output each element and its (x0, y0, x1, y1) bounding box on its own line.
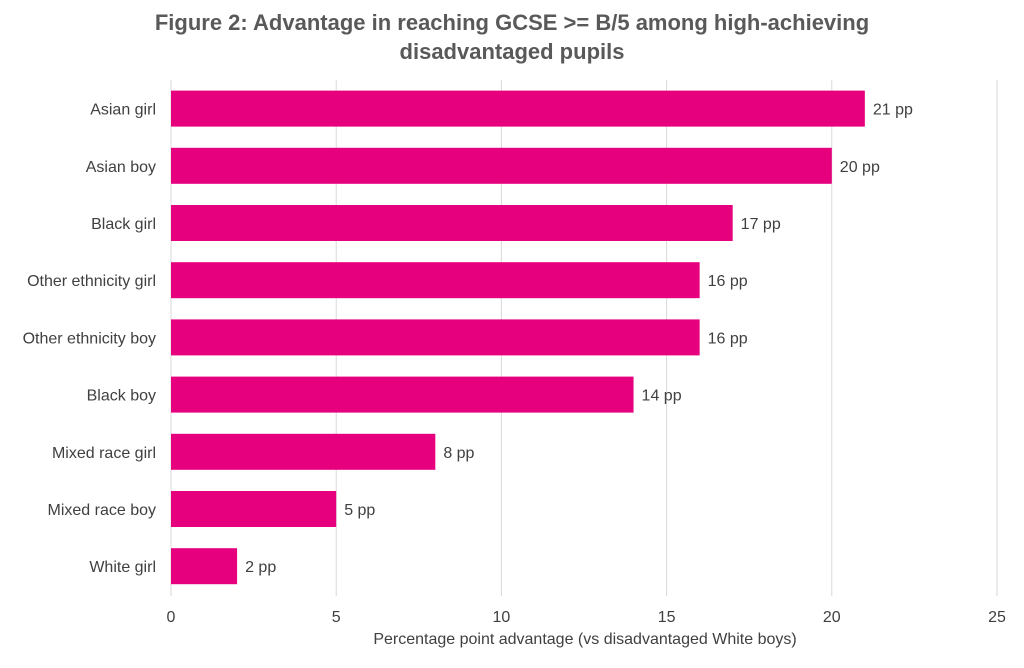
x-axis-title: Percentage point advantage (vs disadvant… (373, 631, 796, 648)
chart-title-line-1: Figure 2: Advantage in reaching GCSE >= … (154, 10, 870, 35)
bar (171, 90, 865, 127)
category-label: Other ethnicity boy (23, 330, 156, 347)
bar (171, 491, 337, 527)
x-tick-label: 15 (658, 609, 676, 626)
data-label: 5 pp (344, 502, 375, 519)
bar (171, 433, 436, 470)
data-label: 16 pp (708, 330, 748, 347)
category-label: Black boy (87, 388, 156, 405)
data-label: 21 pp (873, 102, 913, 119)
data-label: 17 pp (741, 216, 781, 233)
x-tick-label: 5 (332, 609, 341, 626)
chart-title: Figure 2: Advantage in reaching GCSE >= … (0, 8, 1024, 66)
bar (171, 376, 634, 413)
data-label: 8 pp (443, 445, 474, 462)
bar (171, 147, 832, 184)
category-label: Other ethnicity girl (27, 273, 156, 290)
x-tick-label: 25 (988, 609, 1006, 626)
data-label: 20 pp (840, 159, 880, 176)
data-labels: 21 pp 20 pp 17 pp 16 pp 16 pp 14 pp 8 pp 5 pp 2 … (245, 102, 913, 577)
bar (171, 548, 238, 585)
bars (171, 90, 865, 585)
data-label: 2 pp (245, 559, 276, 576)
bar (171, 319, 700, 356)
x-tick-label: 10 (493, 609, 511, 626)
chart-title-line-2: disadvantaged pupils (399, 39, 625, 64)
category-label: Asian girl (90, 102, 156, 119)
x-tick-label: 20 (823, 609, 841, 626)
x-tick-label: 0 (167, 609, 176, 626)
category-label: Mixed race girl (52, 445, 156, 462)
category-label: White girl (89, 559, 156, 576)
category-label: Mixed race boy (48, 502, 157, 519)
category-label: Black girl (91, 216, 156, 233)
x-tick-labels: 0 5 10 15 20 25 (167, 609, 1006, 626)
bar (171, 262, 700, 299)
data-label: 14 pp (642, 388, 682, 405)
data-label: 16 pp (708, 273, 748, 290)
category-labels: Asian girl Asian boy Black girl Other ethni… (23, 102, 156, 577)
bar (171, 205, 733, 241)
category-label: Asian boy (86, 159, 156, 176)
